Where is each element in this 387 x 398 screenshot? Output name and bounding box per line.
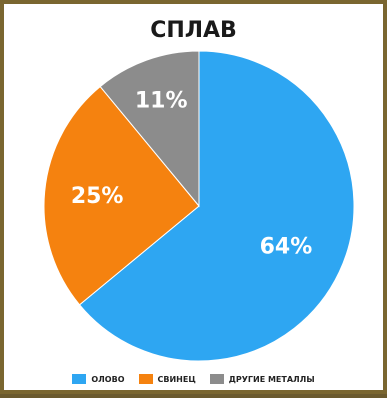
slice-label-tin: 64%: [260, 234, 313, 259]
legend-item-tin: ОЛОВО: [72, 374, 125, 384]
legend-swatch-lead: [138, 374, 153, 384]
legend-label-other-metals: ДРУГИЕ МЕТАЛЛЫ: [228, 374, 315, 384]
pie-chart: 64% 25% 11%: [43, 50, 355, 362]
legend-item-lead: СВИНЕЦ: [138, 374, 196, 384]
pie-slice-other-metals: [99, 50, 200, 208]
legend: ОЛОВО СВИНЕЦ ДРУГИЕ МЕТАЛЛЫ: [4, 374, 383, 384]
pie-slice-tin: [78, 50, 355, 362]
legend-swatch-tin: [72, 374, 87, 384]
slice-label-other-metals: 11%: [135, 88, 188, 113]
chart-title: СПЛАВ: [150, 18, 237, 43]
legend-label-lead: СВИНЕЦ: [157, 374, 196, 384]
legend-item-other-metals: ДРУГИЕ МЕТАЛЛЫ: [209, 374, 315, 384]
legend-swatch-other-metals: [209, 374, 224, 384]
pie-slice-lead: [43, 85, 200, 306]
slice-label-lead: 25%: [71, 184, 124, 209]
legend-label-tin: ОЛОВО: [91, 374, 125, 384]
